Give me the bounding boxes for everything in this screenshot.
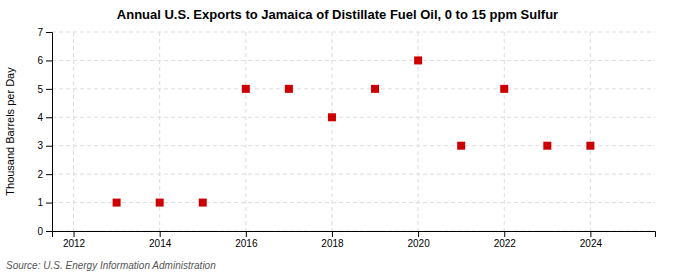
- x-tick: 2018: [321, 231, 344, 249]
- point: [414, 56, 422, 64]
- x-tick-label: 2018: [321, 238, 344, 249]
- plot-area: 2012 2014 2016 2018 2020 2022 2024 0 1 2 3 4 5 6 7: [37, 27, 655, 249]
- x-tick-label: 2016: [235, 238, 258, 249]
- grid-line-x: [73, 32, 74, 231]
- point: [328, 113, 336, 121]
- grid: [52, 32, 655, 231]
- x-tick-mark: [74, 231, 75, 237]
- grid-line-x: [245, 32, 246, 231]
- points: [113, 56, 595, 206]
- grid-line-y: [52, 32, 655, 33]
- x-tick-label: 2014: [149, 238, 172, 249]
- y-tick: 1: [37, 197, 52, 208]
- y-tick: 4: [37, 112, 52, 123]
- y-axis: 0 1 2 3 4 5 6 7: [37, 27, 52, 237]
- chart: 2012 2014 2016 2018 2020 2022 2024 0 1 2 3 4 5 6 7 Annu…: [0, 0, 675, 275]
- y-tick-mark: [46, 203, 52, 204]
- x-tick-mark: [246, 231, 247, 237]
- point: [113, 199, 121, 207]
- y-tick-mark: [46, 117, 52, 118]
- y-tick-mark: [46, 146, 52, 147]
- x-tick-mark: [590, 231, 591, 237]
- y-tick-label: 0: [37, 226, 43, 237]
- point: [285, 85, 293, 93]
- x-tick: 2024: [580, 231, 603, 249]
- x-tick: 2022: [494, 231, 517, 249]
- point: [371, 85, 379, 93]
- y-tick-mark: [46, 89, 52, 90]
- x-axis-line: [53, 232, 656, 238]
- y-tick-label: 7: [37, 27, 43, 38]
- grid-line-x: [504, 32, 505, 231]
- y-tick-label: 1: [37, 197, 43, 208]
- point: [199, 199, 207, 207]
- x-tick-mark: [418, 231, 419, 237]
- grid-line-y: [52, 117, 655, 118]
- grid-line-y: [52, 174, 655, 175]
- y-tick: 2: [37, 169, 52, 180]
- y-tick-label: 2: [37, 169, 43, 180]
- x-tick-label: 2020: [407, 238, 430, 249]
- x-tick-mark: [160, 231, 161, 237]
- y-tick-label: 4: [37, 112, 43, 123]
- y-tick-mark: [46, 60, 52, 61]
- x-tick: 2014: [149, 231, 172, 249]
- y-tick: 6: [37, 55, 52, 66]
- y-axis-title: Thousand Barrels per Day: [4, 67, 16, 196]
- x-tick: 2016: [235, 231, 258, 249]
- x-tick: 2020: [407, 231, 430, 249]
- point: [586, 142, 594, 150]
- point: [457, 142, 465, 150]
- grid-line-x: [590, 32, 591, 231]
- y-tick: 0: [37, 226, 52, 237]
- x-tick-mark: [504, 231, 505, 237]
- x-axis: 2012 2014 2016 2018 2020 2022 2024: [53, 231, 656, 249]
- grid-line-y: [52, 145, 655, 146]
- grid-line-y: [52, 60, 655, 61]
- x-tick-label: 2022: [494, 238, 517, 249]
- source: Source: U.S. Energy Information Administ…: [6, 260, 216, 271]
- point: [242, 85, 250, 93]
- y-tick: 5: [37, 84, 52, 95]
- point: [156, 199, 164, 207]
- x-tick-mark: [332, 231, 333, 237]
- y-tick-mark: [46, 32, 52, 33]
- x-tick-label: 2024: [580, 238, 603, 249]
- y-tick-label: 3: [37, 140, 43, 151]
- grid-line-y: [52, 88, 655, 89]
- y-tick-mark: [46, 231, 52, 232]
- title: Annual U.S. Exports to Jamaica of Distil…: [117, 7, 558, 22]
- y-axis-line: [46, 33, 53, 232]
- y-tick-mark: [46, 174, 52, 175]
- x-tick-label: 2012: [63, 238, 86, 249]
- y-tick-label: 5: [37, 84, 43, 95]
- point: [543, 142, 551, 150]
- x-tick: 2012: [63, 231, 86, 249]
- y-tick: 7: [37, 27, 52, 38]
- y-tick: 3: [37, 140, 52, 151]
- y-tick-label: 6: [37, 55, 43, 66]
- grid-line-x: [331, 32, 332, 231]
- point: [500, 85, 508, 93]
- grid-line-y: [52, 202, 655, 203]
